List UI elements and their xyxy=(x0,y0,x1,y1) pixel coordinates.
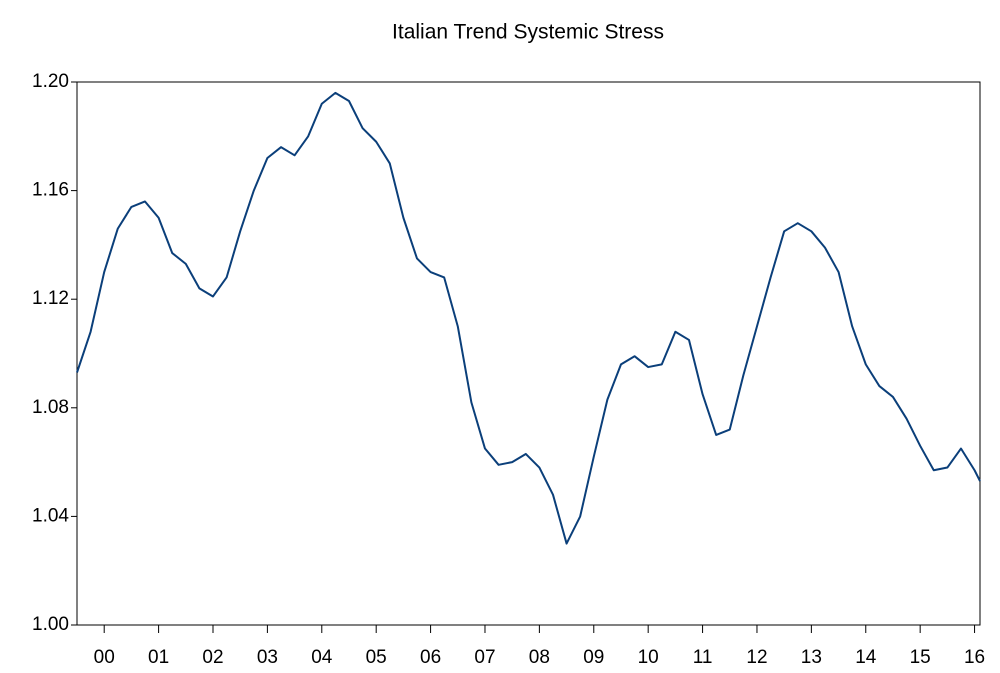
y-tick-label: 1.00 xyxy=(32,614,69,635)
data-line xyxy=(76,91,981,545)
x-tick-label: 16 xyxy=(964,647,985,668)
x-tick-label: 02 xyxy=(202,647,223,668)
x-tick-label: 03 xyxy=(257,647,278,668)
x-tick-label: 15 xyxy=(910,647,931,668)
x-tick-label: 04 xyxy=(311,647,333,668)
plot-frame xyxy=(76,81,981,626)
y-tick-label: 1.04 xyxy=(32,505,69,526)
y-tick-label: 1.16 xyxy=(32,180,69,201)
x-tick-label: 11 xyxy=(693,647,713,668)
y-tick-label: 1.20 xyxy=(32,71,69,92)
x-tick-label: 14 xyxy=(855,647,877,668)
y-tick-label: 1.12 xyxy=(32,288,69,309)
x-tick-label: 00 xyxy=(94,647,115,668)
x-tick-label: 06 xyxy=(420,647,441,668)
x-tick-label: 05 xyxy=(366,647,387,668)
x-tick-label: 10 xyxy=(638,647,659,668)
x-tick-label: 07 xyxy=(474,647,495,668)
x-tick-label: 08 xyxy=(529,647,550,668)
x-tick-label: 09 xyxy=(583,647,604,668)
x-tick-label: 01 xyxy=(148,647,169,668)
chart-title: Italian Trend Systemic Stress xyxy=(392,21,664,44)
y-tick-label: 1.08 xyxy=(32,397,69,418)
x-tick-label: 13 xyxy=(801,647,822,668)
x-tick-label: 12 xyxy=(746,647,767,668)
